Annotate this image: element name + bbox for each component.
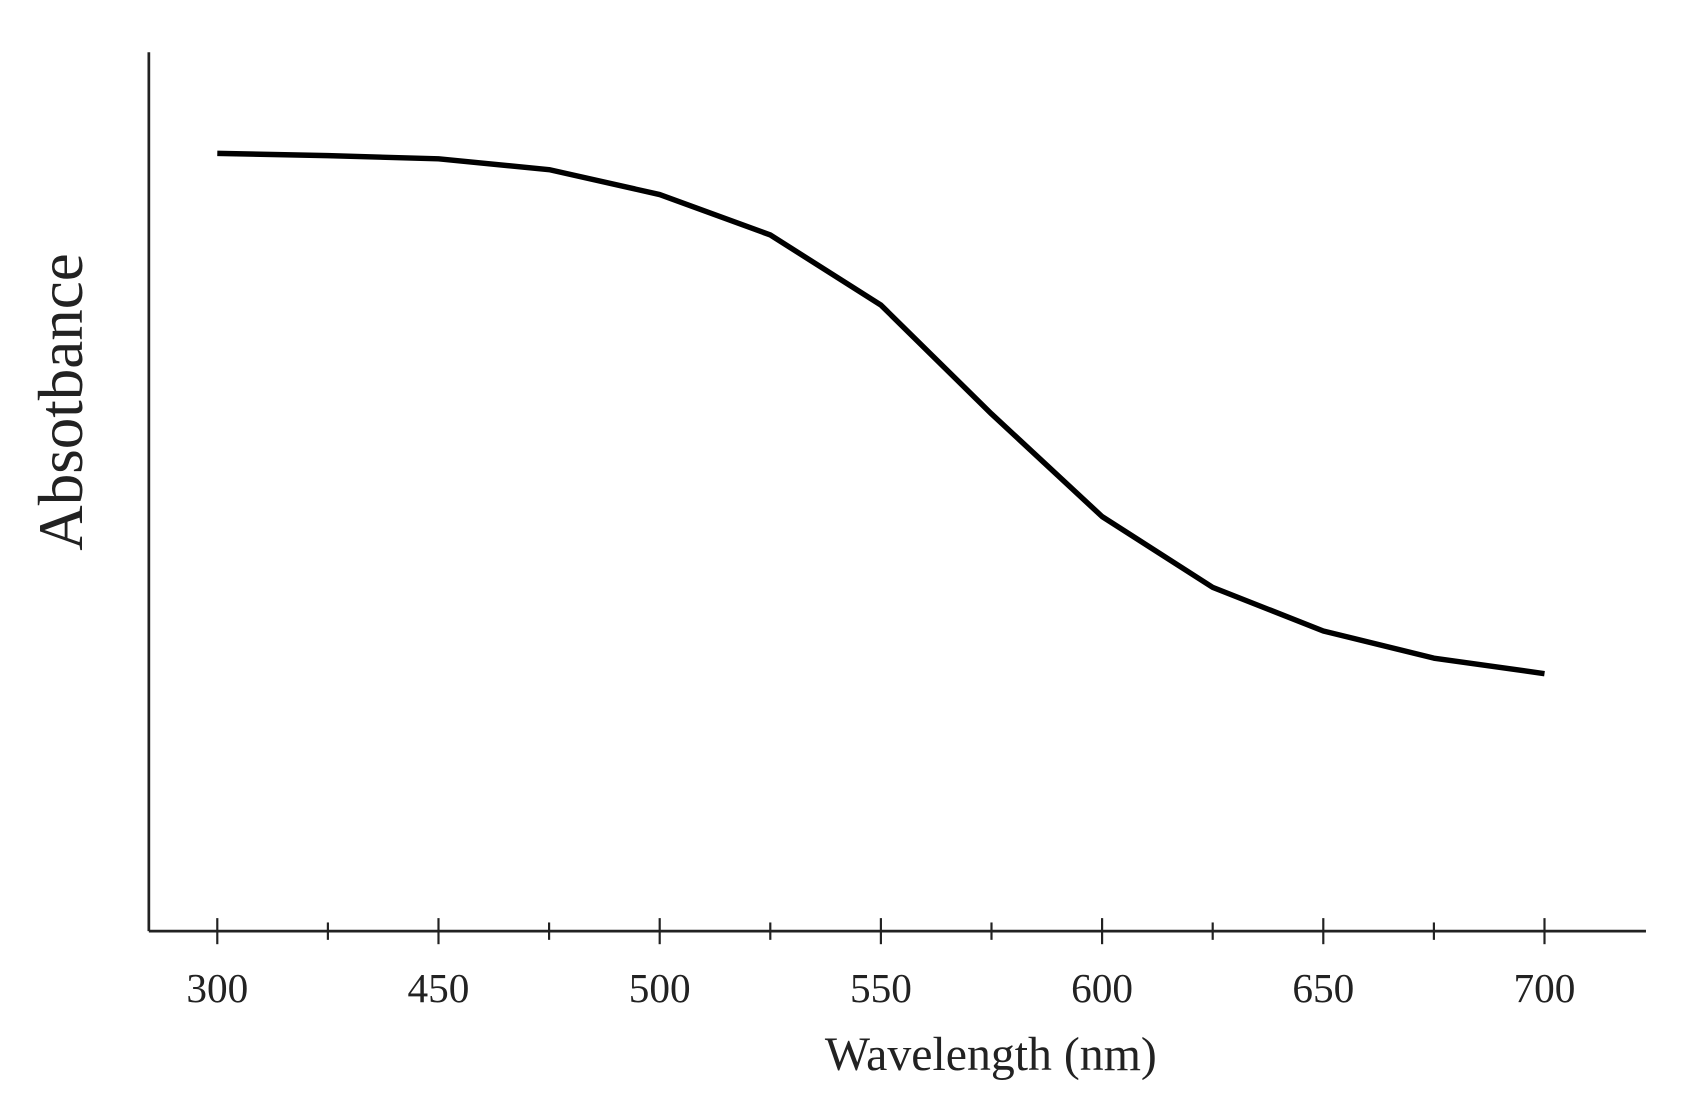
x-tick-label: 300 [186, 965, 248, 1011]
y-axis-title: Absotbance [26, 253, 96, 550]
x-tick-label: 500 [629, 965, 691, 1011]
x-tick-label: 450 [408, 965, 470, 1011]
x-axis-title: Wavelength (nm) [825, 1028, 1157, 1081]
x-tick-label: 700 [1514, 965, 1576, 1011]
data-line [217, 150, 1545, 677]
x-tick-label: 650 [1292, 965, 1354, 1011]
x-tick-label: 600 [1071, 965, 1133, 1011]
x-tick-label: 550 [850, 965, 912, 1011]
